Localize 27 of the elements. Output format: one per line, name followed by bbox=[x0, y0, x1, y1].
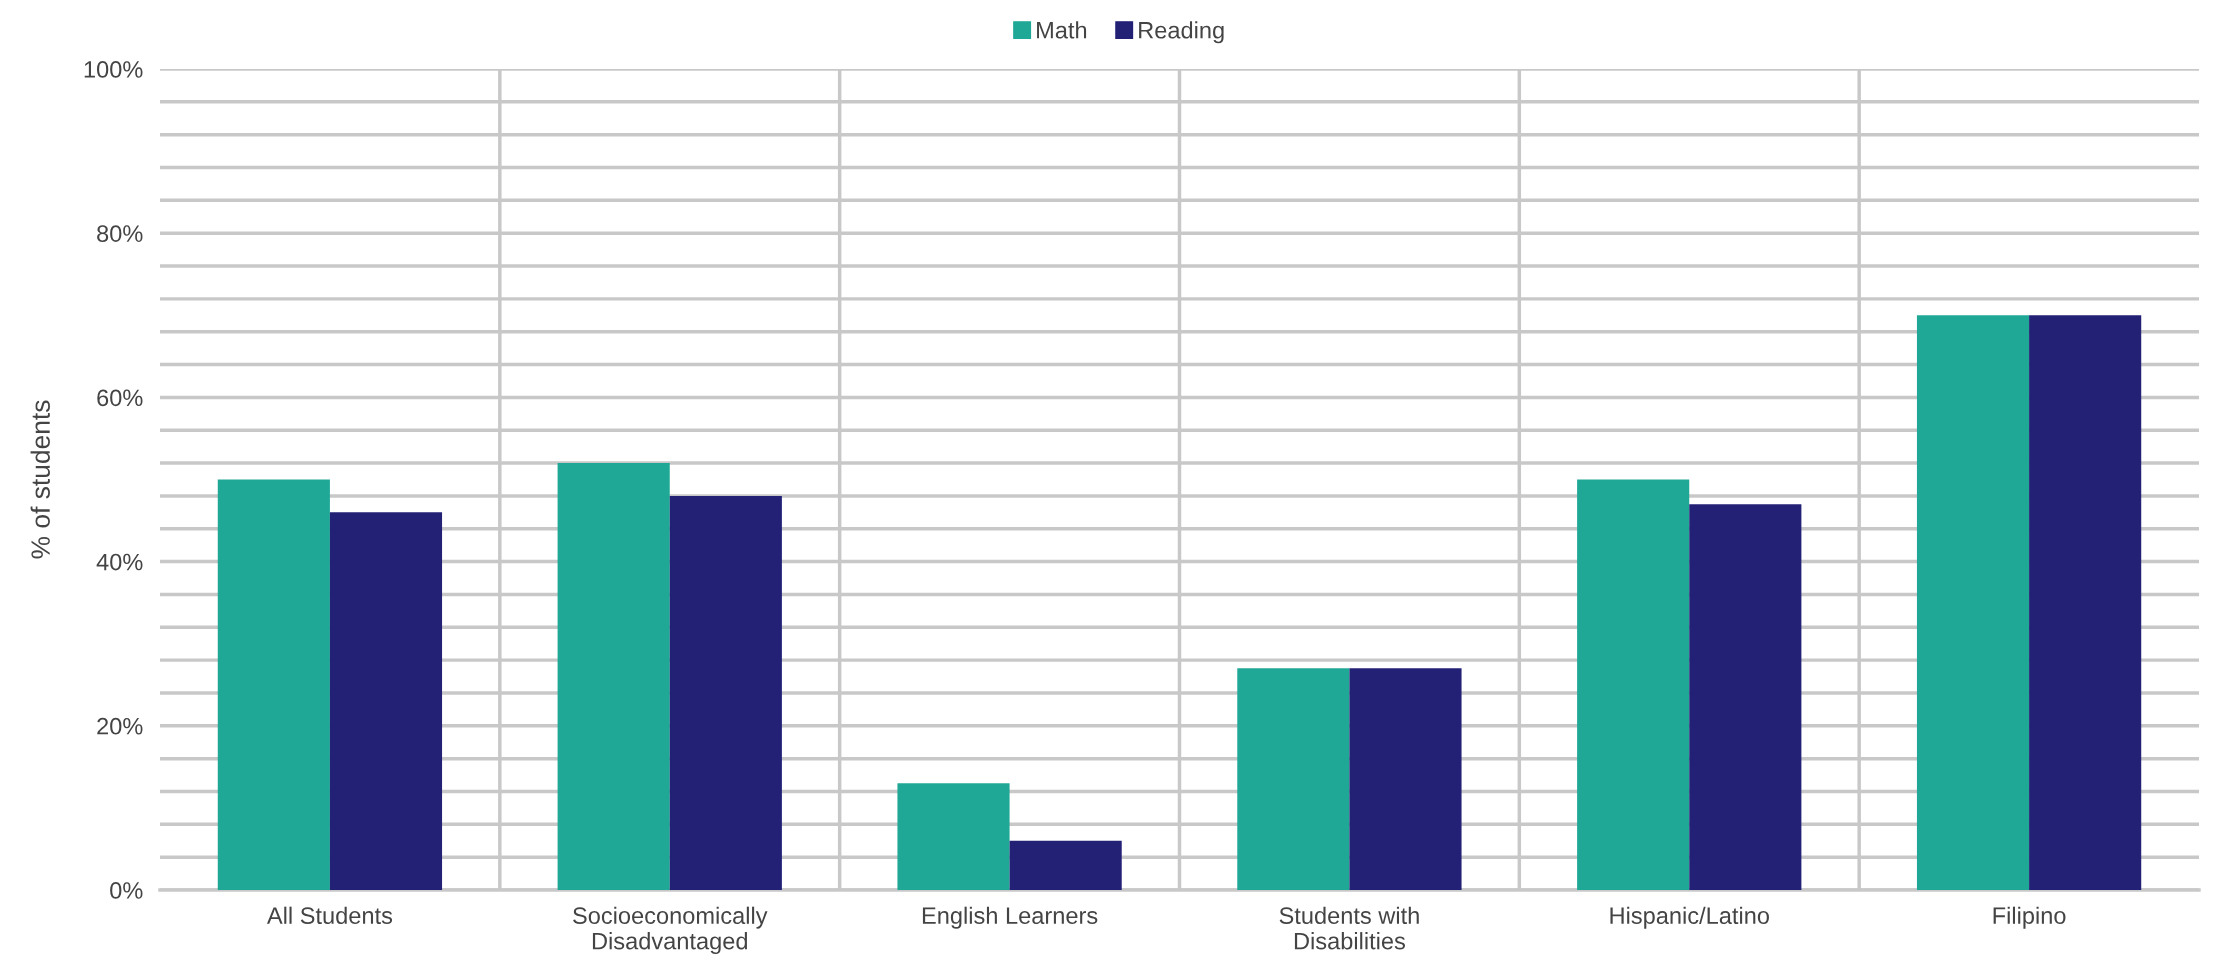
bar bbox=[1009, 840, 1122, 890]
y-tick-label: 20% bbox=[97, 717, 143, 735]
y-tick-label: 60% bbox=[97, 389, 143, 407]
x-tick-label: Students with Disabilities bbox=[1279, 906, 1419, 950]
bar bbox=[557, 463, 670, 890]
legend-label: Reading bbox=[1139, 21, 1224, 44]
bar bbox=[2029, 315, 2142, 890]
y-tick-label: 0% bbox=[110, 882, 143, 899]
x-tick-label: All Students bbox=[266, 906, 393, 925]
bar bbox=[1577, 479, 1690, 890]
x-tick-label: English Learners bbox=[922, 906, 1098, 929]
legend-label: Math bbox=[1037, 21, 1087, 39]
bar bbox=[329, 512, 443, 890]
y-tick-label: 40% bbox=[96, 553, 143, 571]
y-tick-label: 80% bbox=[97, 225, 143, 242]
x-tick-label: Socioeconomically Disadvantaged bbox=[573, 906, 768, 955]
y-tick-label: 100% bbox=[84, 61, 143, 78]
bar bbox=[217, 479, 330, 890]
x-tick-label: Filipino bbox=[1993, 906, 2066, 929]
bar bbox=[1916, 315, 2030, 890]
bar bbox=[669, 495, 782, 890]
bar bbox=[897, 783, 1010, 890]
x-tick-label: Hispanic/Latino bbox=[1610, 906, 1769, 929]
bar bbox=[1689, 504, 1802, 890]
bar bbox=[1349, 668, 1462, 890]
y-axis-title: % of students bbox=[30, 400, 50, 559]
bar bbox=[1237, 668, 1350, 890]
